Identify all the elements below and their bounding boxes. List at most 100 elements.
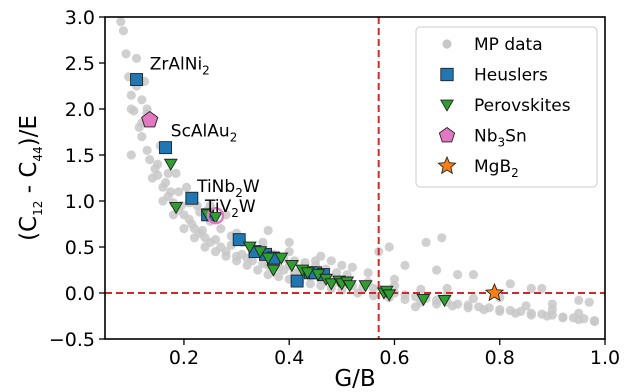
mp-data-point [526, 283, 536, 293]
mp-data-point [258, 237, 268, 247]
legend-marker [442, 39, 452, 49]
mp-data-point [463, 303, 473, 313]
legend-marker [440, 67, 454, 82]
reference-lines [105, 17, 605, 339]
mp-data-point [145, 155, 155, 165]
mp-data-point [147, 173, 157, 183]
mp-data-point [431, 299, 442, 309]
plot-frame [104, 16, 606, 340]
mp-data-point [216, 224, 226, 234]
perovskite-point [169, 202, 184, 215]
mp-data-point [121, 49, 131, 59]
mp-data-point [171, 168, 181, 178]
perovskite-point [437, 294, 452, 308]
mp-data-point [400, 260, 410, 270]
y-axis-title: (C12 - C44)/E [16, 115, 45, 241]
mp-data-point [326, 256, 336, 266]
mp-data-point [158, 196, 168, 206]
y-tick-label: 2.0 [65, 99, 95, 121]
mp-data-point [589, 316, 600, 327]
mp-data-point [468, 270, 479, 280]
mp-data-point [263, 270, 273, 280]
mp-data-point [574, 308, 584, 318]
perovskite-point [284, 259, 299, 273]
mp-data-point [116, 17, 126, 27]
mp-data-point [410, 302, 421, 312]
mp-data-point [363, 268, 373, 278]
mp-data-point [242, 260, 252, 270]
x-tick-label: 0.4 [274, 347, 304, 369]
mp-data-point [160, 178, 171, 188]
x-axis-title: G/B [334, 366, 375, 392]
mp-data-point [453, 270, 463, 280]
mp-data-point [574, 295, 584, 305]
mgb2-point [484, 282, 505, 302]
mp-data-point [468, 293, 479, 304]
perovskite-point [242, 241, 257, 254]
mp-data-point [400, 294, 410, 305]
mp-data-point [126, 150, 136, 160]
y-tick-label: 0.5 [65, 237, 95, 259]
mp-data-point [189, 233, 200, 243]
mp-data-point [231, 256, 242, 266]
mp-data-point [505, 279, 515, 289]
mp-data-point [210, 235, 221, 245]
mp-data-point [389, 274, 400, 284]
perovskite-point [253, 246, 268, 259]
mp-data-point [584, 297, 594, 307]
mp-data-point [547, 299, 557, 309]
mp-data-point [274, 271, 284, 282]
legend-marker [440, 99, 454, 112]
heusler-point [159, 141, 172, 155]
perovskite-point [266, 264, 281, 277]
mp-data-point [284, 237, 294, 247]
mp-data-point [337, 260, 347, 270]
mp-data-point [537, 283, 547, 293]
x-tick-label: 0.6 [379, 347, 409, 369]
nb3sn-point [141, 110, 159, 128]
legend: MP data Heuslers Perovskites Nb3Sn MgB2 [415, 26, 598, 188]
mp-data-point [126, 90, 136, 100]
mp-data-point [253, 265, 263, 275]
mp-data-point [368, 283, 379, 293]
mp-data-point [316, 281, 326, 291]
mp-data-point [163, 168, 173, 178]
legend-label: MP data [474, 35, 543, 55]
mp-data-point [137, 95, 147, 105]
legend-label: Perovskites [474, 96, 571, 116]
perovskite-point [324, 278, 339, 291]
mp-data-point [526, 310, 536, 320]
mp-data-point [347, 262, 357, 272]
perovskite-point [382, 289, 397, 302]
mp-data-point [181, 182, 192, 192]
y-tick-label: −0.5 [49, 329, 95, 351]
mp-data-point [197, 225, 207, 236]
x-tick-label: 0.8 [485, 347, 515, 369]
x-tick-label: 0.2 [169, 347, 199, 369]
mp-data-point [447, 301, 457, 311]
mp-data-point [305, 279, 315, 289]
mp-data-point [353, 288, 363, 298]
perovskite-point [163, 158, 178, 171]
mp-data-point [179, 224, 189, 234]
mp-data-point [431, 265, 442, 275]
y-tick-label: 0.0 [65, 283, 95, 305]
mp-data-point [421, 237, 431, 247]
legend-box [415, 26, 598, 188]
y-tick-label: 3.0 [65, 7, 95, 29]
mp-data-point [574, 315, 584, 325]
mp-data-point [479, 304, 489, 315]
legend-label: Nb3Sn [474, 127, 527, 150]
y-tick-label: 2.5 [65, 53, 95, 75]
perovskite-point [300, 267, 315, 280]
mp-data-point [316, 251, 326, 261]
mp-data-point [118, 26, 129, 36]
mp-data-point [384, 242, 394, 252]
y-tick-label: 1.0 [65, 191, 95, 213]
y-axis: −0.5 0.0 0.5 1.0 1.5 2.0 2.5 3.0 [49, 7, 105, 351]
heusler-point [185, 191, 199, 205]
perovskite-point [261, 252, 276, 265]
x-tick-label: 1.0 [590, 347, 620, 369]
mp-data-point [437, 233, 447, 243]
